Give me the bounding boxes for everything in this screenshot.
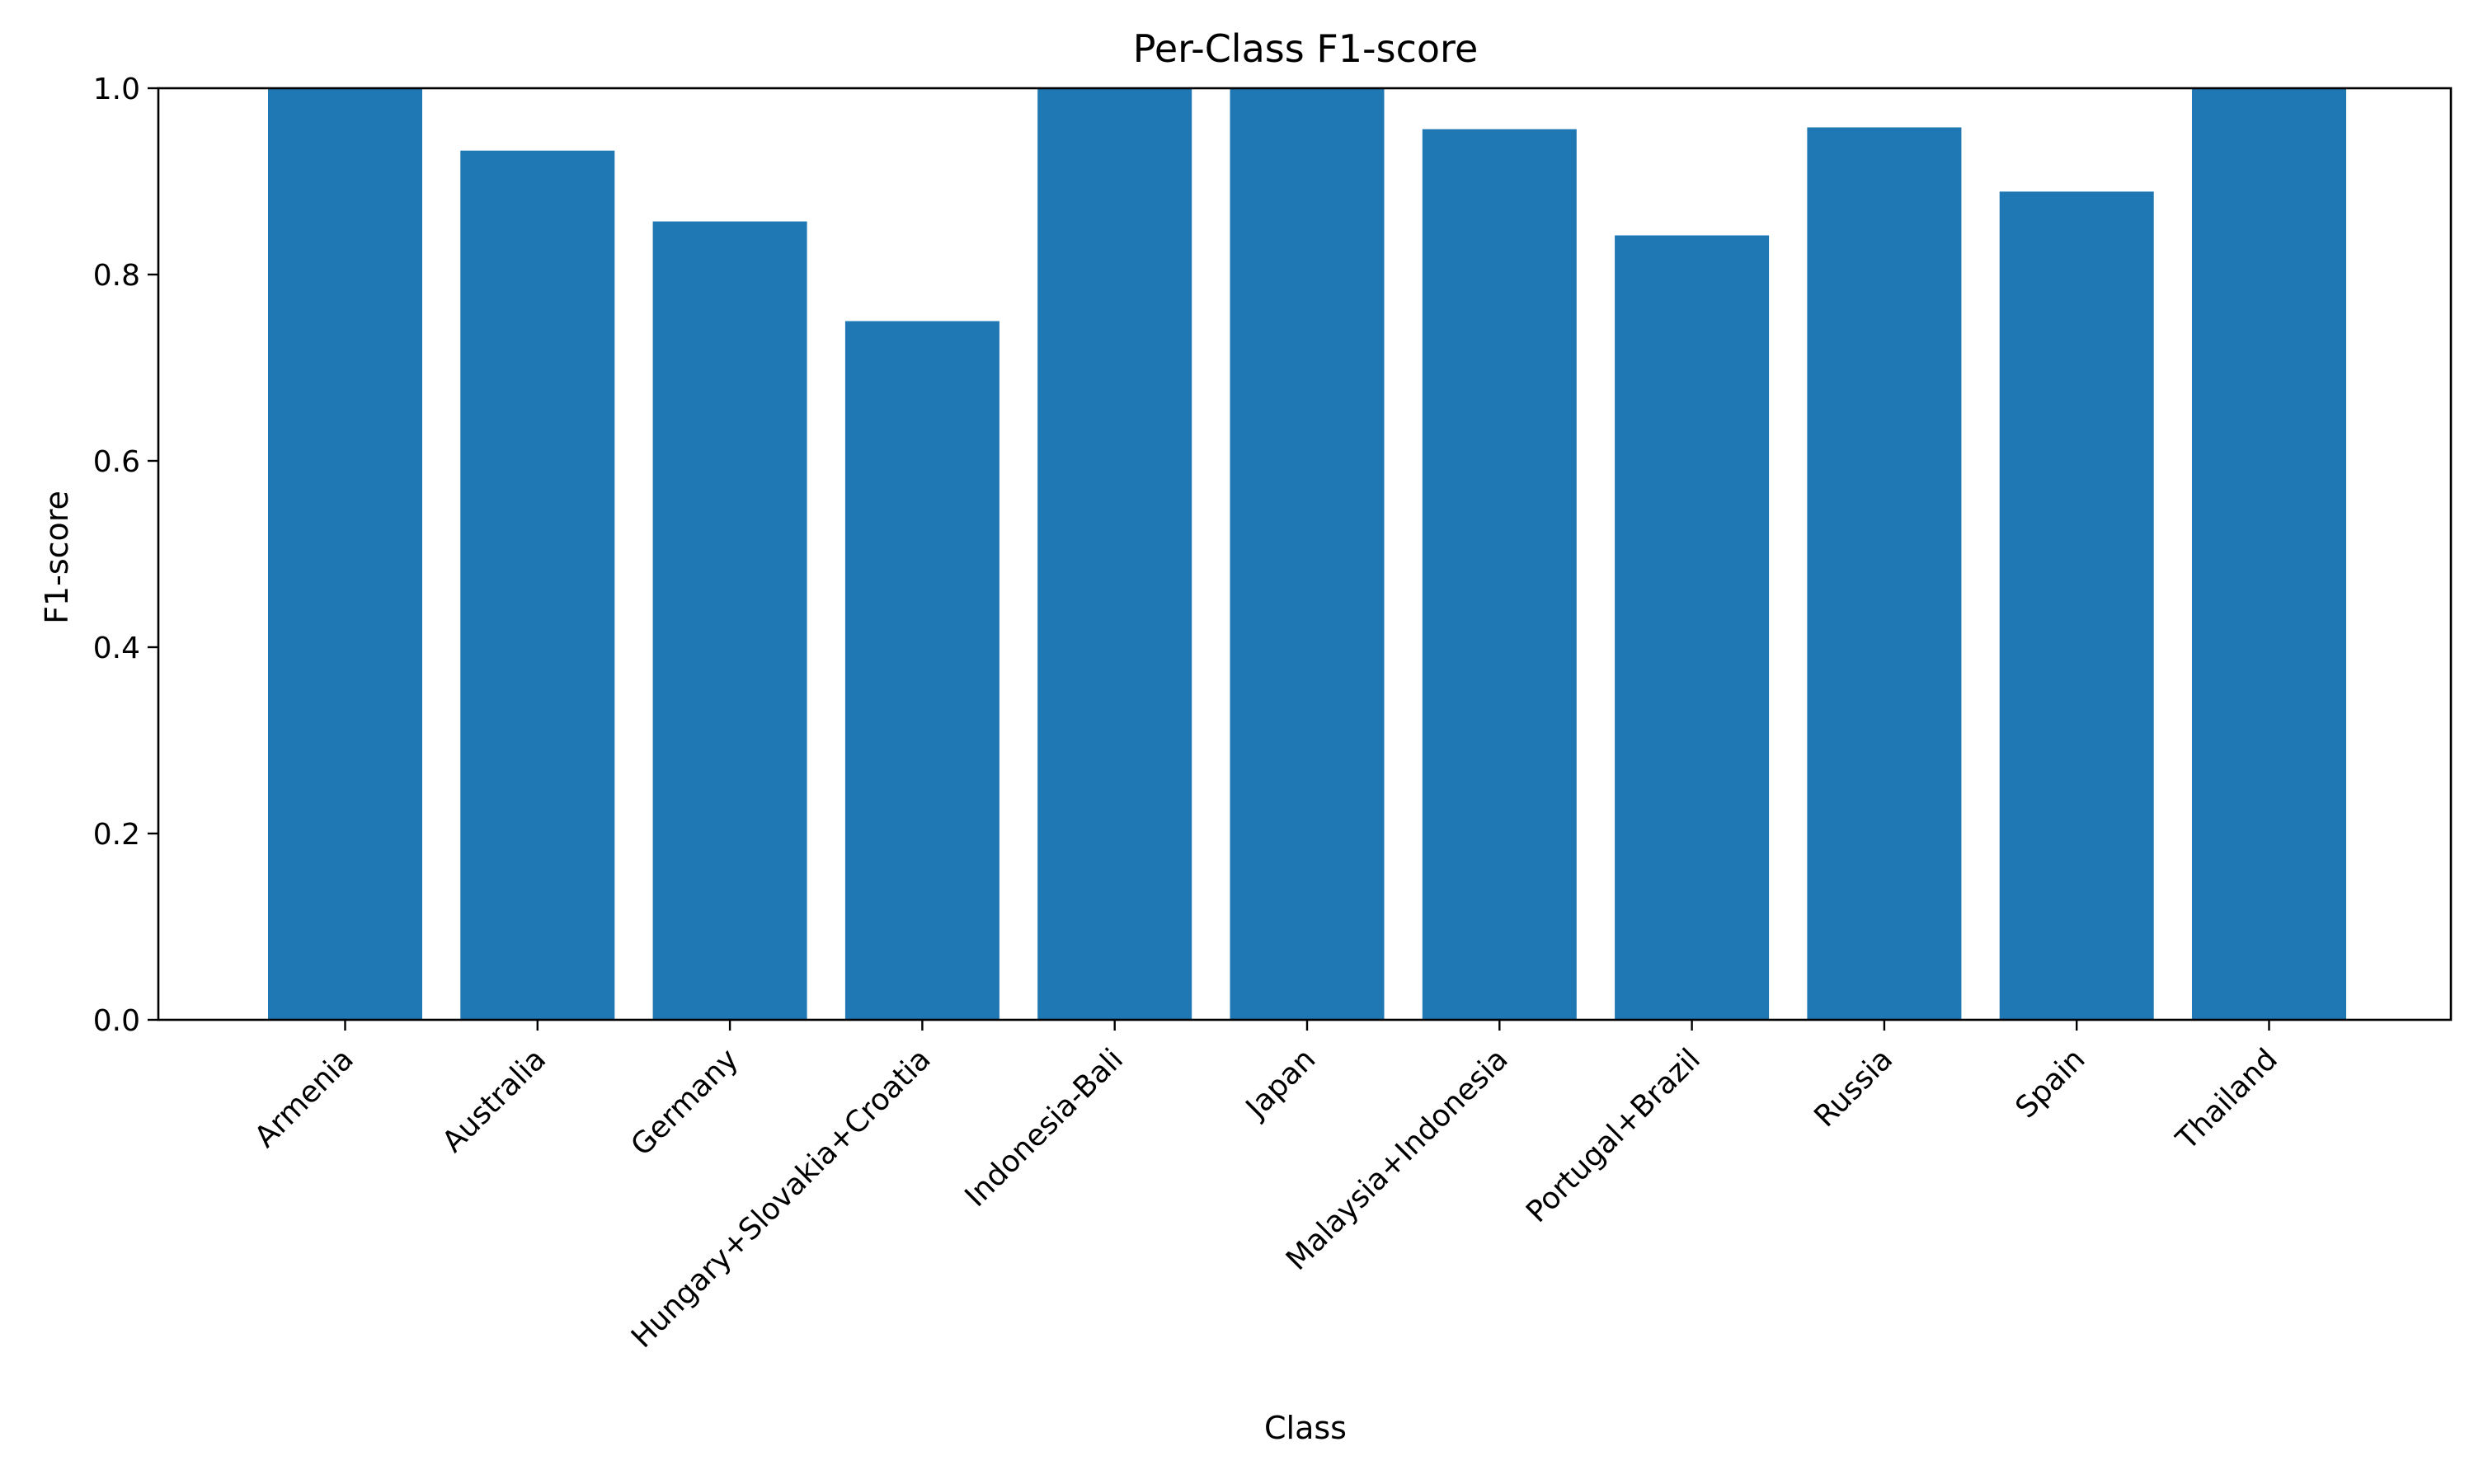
bar-malaysia-indonesia <box>1422 129 1577 1021</box>
y-tick-label: 0.4 <box>93 632 140 665</box>
plot-frame <box>157 87 2453 1021</box>
chart-title: Per-Class F1-score <box>1133 26 1479 71</box>
x-axis-label: Class <box>1264 1410 1347 1446</box>
bar-thailand <box>2192 88 2346 1020</box>
y-tick-label: 0.6 <box>93 445 140 479</box>
bar-indonesia-bali <box>1037 88 1192 1020</box>
bars-layer <box>268 88 2346 1021</box>
y-tick-label: 0.0 <box>93 1004 140 1038</box>
y-axis-label: F1-score <box>39 491 75 624</box>
bar-spain <box>1999 191 2154 1020</box>
bar-germany <box>652 221 807 1021</box>
bar-portugal-brazil <box>1615 235 1770 1020</box>
bar-australia <box>460 150 615 1021</box>
y-tick-label: 0.2 <box>93 818 140 852</box>
y-tick-label: 0.8 <box>93 259 140 293</box>
bar-hungary-slovakia-croatia <box>844 321 999 1020</box>
y-tick-label: 1.0 <box>93 73 140 106</box>
y-axis: 0.0 0.2 0.4 0.6 0.8 1.0 <box>93 73 158 1038</box>
bar-japan <box>1230 88 1385 1020</box>
bar-russia <box>1807 127 1962 1020</box>
bar-armenia <box>268 88 422 1020</box>
